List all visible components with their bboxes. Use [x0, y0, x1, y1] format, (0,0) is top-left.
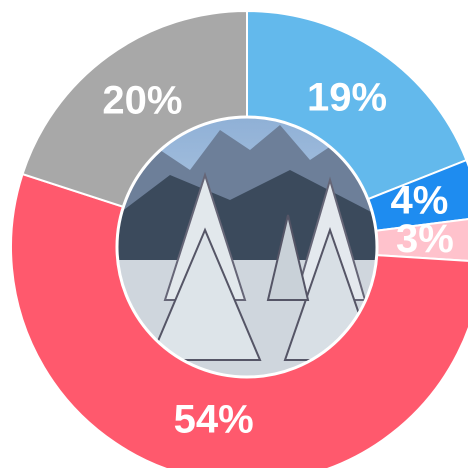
slice-label: 3% — [396, 217, 454, 261]
slices — [10, 9, 468, 468]
slice-label: 54% — [174, 397, 254, 441]
slice-label: 20% — [102, 79, 182, 123]
slice-label: 19% — [307, 75, 387, 119]
slice-label: 4% — [391, 178, 449, 222]
center-photo — [117, 117, 377, 377]
hole-border — [115, 115, 379, 379]
